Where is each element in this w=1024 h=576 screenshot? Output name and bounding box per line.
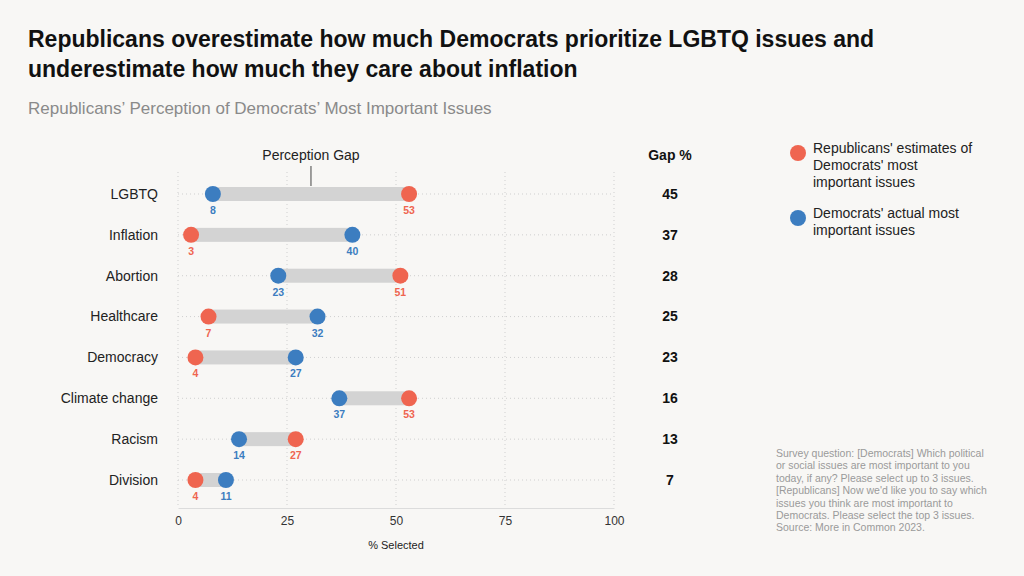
data-label: 53 (403, 204, 415, 216)
data-label: 11 (220, 490, 231, 502)
dot (201, 309, 217, 325)
data-label: 37 (333, 408, 345, 420)
category-label: Climate change (61, 390, 158, 406)
data-label: 32 (312, 327, 324, 339)
tick-label: 25 (281, 514, 295, 528)
background (0, 0, 1024, 576)
data-label: 23 (272, 286, 284, 298)
dot (288, 349, 304, 365)
tick: 25 (281, 508, 295, 528)
grid (178, 172, 614, 508)
dot (231, 431, 247, 447)
gap-bar (209, 310, 318, 324)
x-axis-title: % Selected (368, 539, 424, 551)
gap-bar (339, 391, 409, 405)
gap-header: Gap % (648, 147, 692, 163)
grid-line-x (178, 172, 179, 508)
gap-value: 23 (662, 349, 678, 365)
tick-label: 0 (175, 514, 182, 528)
gap-value: 25 (662, 308, 678, 324)
dot (270, 268, 286, 284)
gap-value: 16 (662, 390, 678, 406)
category-label: Democracy (87, 349, 158, 365)
gap-bar (213, 187, 409, 201)
dot (187, 349, 203, 365)
category-label: Abortion (106, 268, 158, 284)
tick: 50 (390, 508, 404, 528)
tick: 0 (175, 508, 182, 528)
gap-value: 37 (662, 227, 678, 243)
data-label: 4 (193, 367, 199, 379)
grid-line-x (396, 172, 397, 508)
data-label: 4 (193, 490, 199, 502)
gap-bar (195, 350, 295, 364)
legend-marker (790, 145, 806, 161)
data-label: 3 (188, 245, 194, 257)
data-label: 40 (347, 245, 359, 257)
note: Survey question: [Democrats] Which polit… (776, 447, 990, 521)
dot (392, 268, 408, 284)
grid-line-row (178, 480, 614, 481)
dot (218, 472, 234, 488)
tick-label: 50 (390, 514, 404, 528)
legend-marker (790, 210, 806, 226)
gap-value: 13 (662, 431, 678, 447)
category-label: LGBTQ (111, 186, 159, 202)
tick-label: 75 (499, 514, 513, 528)
data-label: 27 (290, 449, 302, 461)
tick-label: 100 (604, 514, 624, 528)
dot (310, 309, 326, 325)
tick: 100 (604, 508, 624, 528)
annotation-line (310, 166, 311, 186)
category-label: Racism (111, 431, 158, 447)
data-label: 27 (290, 367, 302, 379)
gap-bar (239, 432, 296, 446)
legend: Republicans' estimates of Democrats' mos… (790, 140, 976, 238)
category-label: Inflation (109, 227, 158, 243)
annotation: Perception Gap (262, 147, 359, 163)
axis-line (179, 508, 615, 509)
data-label: 53 (403, 408, 415, 420)
dot (401, 186, 417, 202)
gap-value: 28 (662, 268, 678, 284)
dot (205, 186, 221, 202)
x-axis: 0 25 50 75 100 (175, 508, 625, 528)
subtitle: Republicans’ Perception of Democrats’ Mo… (28, 99, 492, 118)
gap-value: 45 (662, 186, 678, 202)
dot (288, 431, 304, 447)
category-label: Healthcare (90, 308, 158, 324)
dot (401, 390, 417, 406)
title: Republicans overestimate how much Democr… (28, 26, 881, 82)
grid-line-x (287, 172, 288, 508)
legend-label: Republicans' estimates of Democrats' mos… (813, 140, 976, 190)
dot (331, 390, 347, 406)
data-label: 51 (395, 286, 407, 298)
grid-line-x (614, 172, 615, 508)
data-label: 7 (206, 327, 212, 339)
plot-area (183, 186, 417, 488)
tick: 75 (499, 508, 513, 528)
note: Source: More in Common 2023. (776, 521, 925, 533)
legend-label: Democrats' actual most important issues (813, 205, 963, 238)
grid-line-x (505, 172, 506, 508)
gap-bar (191, 228, 352, 242)
dot (183, 227, 199, 243)
chart: Republicans overestimate how much Democr… (0, 0, 1024, 576)
category-label: Division (109, 472, 158, 488)
dot (344, 227, 360, 243)
data-label: 14 (233, 449, 245, 461)
gap-bar (278, 269, 400, 283)
dot (187, 472, 203, 488)
data-label: 8 (210, 204, 216, 216)
gap-value: 7 (666, 472, 674, 488)
